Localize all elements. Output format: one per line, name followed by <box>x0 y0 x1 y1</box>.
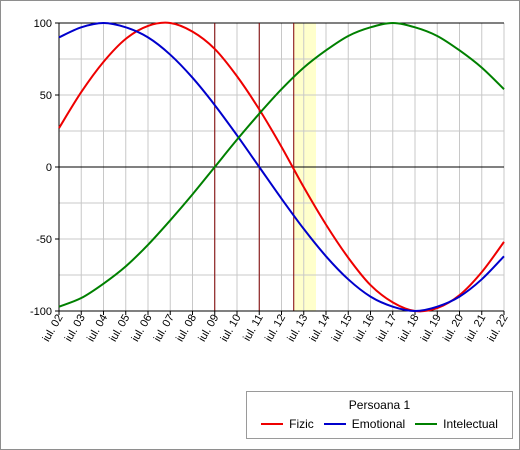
series-line-fizic <box>58 21 505 313</box>
y-tick-label: -50 <box>36 234 52 246</box>
x-tick-label: iul. 19 <box>419 313 444 344</box>
legend: Persoana 1 Fizic Emotional Intelectual <box>246 391 513 439</box>
x-tick-label: iul. 16 <box>352 313 377 344</box>
x-tick-label: iul. 07 <box>152 313 177 344</box>
x-tick-label: iul. 05 <box>107 313 132 344</box>
legend-swatch <box>261 423 284 425</box>
series-line-emotional <box>58 22 505 312</box>
x-tick-label: iul. 18 <box>397 313 422 344</box>
legend-item-fizic: Fizic <box>261 417 314 431</box>
legend-item-intelectual: Intelectual <box>415 417 498 431</box>
x-tick-label: iul. 03 <box>63 313 88 344</box>
x-tick-label: iul. 04 <box>85 313 110 344</box>
x-tick-label: iul. 10 <box>219 313 244 344</box>
legend-swatch <box>323 423 346 425</box>
x-tick-label: iul. 17 <box>374 313 399 344</box>
series-line-intelectual <box>58 22 505 308</box>
y-tick-label: 0 <box>46 162 52 174</box>
x-tick-label: iul. 15 <box>330 313 355 344</box>
legend-items: Fizic Emotional Intelectual <box>247 417 512 431</box>
x-tick-label: iul. 14 <box>308 313 333 344</box>
legend-title: Persoana 1 <box>348 398 411 412</box>
y-tick-label: -100 <box>30 306 52 318</box>
legend-item-emotional: Emotional <box>323 417 406 431</box>
x-tick-label: iul. 12 <box>263 313 288 344</box>
x-tick-label: iul. 08 <box>174 313 199 344</box>
x-tick-label: iul. 11 <box>241 313 266 344</box>
x-tick-label: iul. 06 <box>130 313 155 344</box>
y-tick-label: 50 <box>40 90 52 102</box>
y-tick-label: 100 <box>34 18 52 30</box>
x-tick-label: iul. 20 <box>441 313 466 344</box>
legend-swatch <box>415 423 438 425</box>
x-tick-label: iul. 22 <box>486 313 511 344</box>
x-tick-label: iul. 09 <box>196 313 221 344</box>
legend-label: Emotional <box>351 417 406 431</box>
x-tick-label: iul. 13 <box>285 313 310 344</box>
legend-label: Fizic <box>289 417 314 431</box>
legend-label: Intelectual <box>443 417 498 431</box>
x-tick-label: iul. 21 <box>463 313 488 344</box>
